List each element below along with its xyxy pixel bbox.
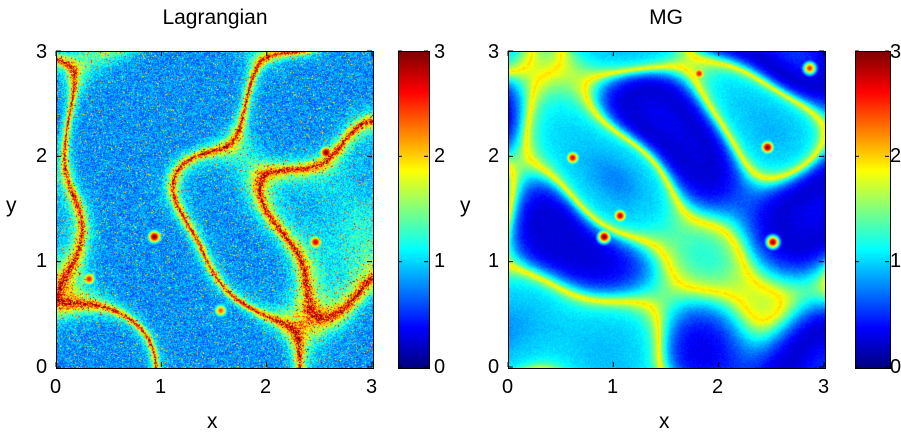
x-tick-label: 1 (607, 376, 619, 398)
x-tick-label: 2 (712, 376, 724, 398)
y-tick-label: 1 (36, 250, 48, 272)
colorbar-tick-label: 0 (890, 356, 901, 378)
chart-title: Lagrangian (162, 6, 268, 29)
colorbar-tick-label: 1 (890, 250, 901, 272)
heatmap-panel-mg: MG 0 1 2 3 0 1 2 3 x y 0 1 2 3 (450, 0, 901, 437)
axes-overlay (507, 50, 889, 368)
y-tick-label: 3 (488, 41, 500, 63)
x-tick-label: 0 (50, 376, 62, 398)
x-tick-label: 1 (155, 376, 167, 398)
chart-title: MG (649, 6, 683, 29)
heatmap-field (508, 51, 826, 369)
colorbar-tick-label: 0 (434, 356, 446, 378)
y-tick-label: 0 (488, 356, 500, 378)
x-axis-label: x (659, 410, 670, 433)
y-axis-label: y (6, 194, 17, 217)
y-axis-label: y (460, 194, 471, 217)
y-tick-label: 2 (36, 145, 48, 167)
y-tick-label: 2 (488, 145, 500, 167)
colorbar (398, 51, 430, 369)
x-axis-label: x (207, 410, 218, 433)
heatmap-field (56, 51, 374, 369)
y-tick-label: 3 (36, 41, 48, 63)
colorbar-tick-label: 2 (890, 145, 901, 167)
y-tick-label: 0 (36, 356, 48, 378)
x-tick-label: 3 (818, 376, 830, 398)
colorbar-tick-label: 1 (434, 250, 446, 272)
heatmap-panel-lagrangian: Lagrangian 0 1 2 3 0 1 2 3 x y 0 1 2 3 (0, 0, 450, 437)
axes-overlay (55, 50, 428, 368)
colorbar-tick-label: 2 (434, 145, 446, 167)
x-tick-label: 3 (366, 376, 378, 398)
x-tick-label: 0 (502, 376, 514, 398)
colorbar-tick-label: 3 (890, 41, 901, 63)
colorbar-tick-label: 3 (434, 41, 446, 63)
y-tick-label: 1 (488, 250, 500, 272)
x-tick-label: 2 (260, 376, 272, 398)
colorbar (855, 51, 891, 369)
